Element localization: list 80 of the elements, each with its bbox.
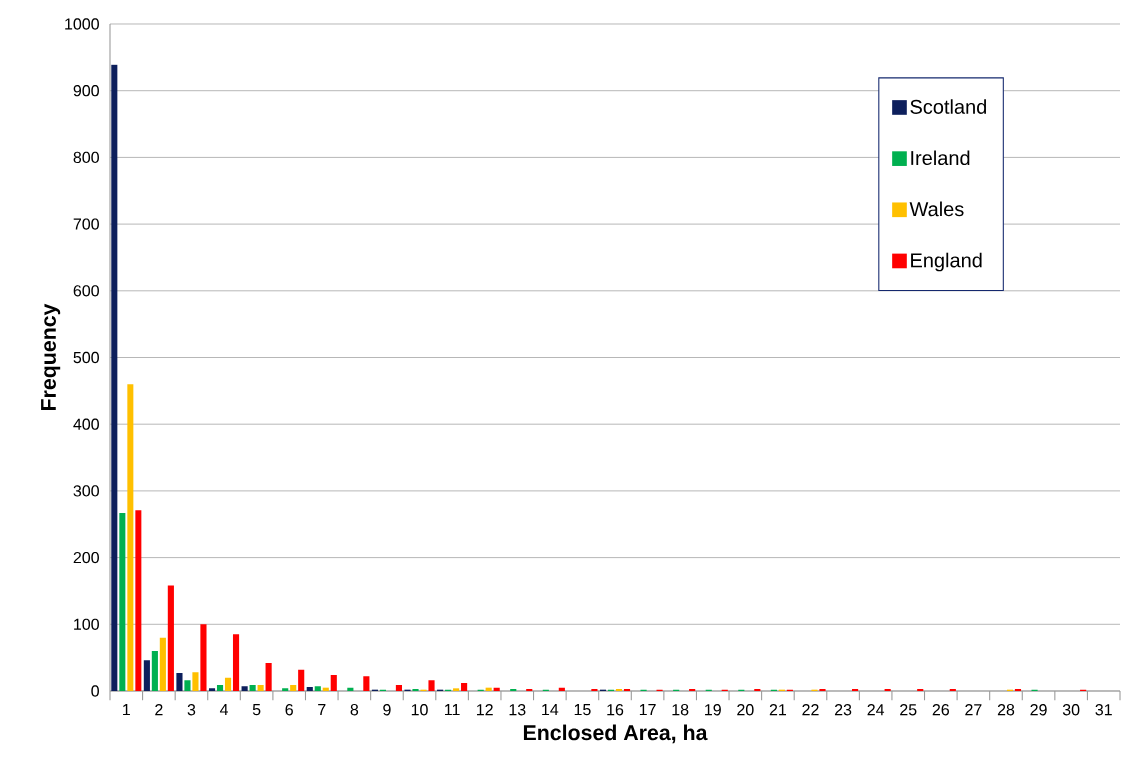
bar	[290, 685, 297, 691]
x-tick-label: 25	[900, 704, 917, 716]
x-tick-label: 10	[411, 704, 428, 716]
x-tick-label: 13	[509, 704, 526, 716]
bar	[232, 634, 240, 691]
legend-label: England	[911, 252, 982, 272]
bar	[347, 687, 354, 691]
bar	[241, 686, 248, 691]
x-tick-label: 27	[965, 704, 982, 716]
x-tick-label: 21	[769, 704, 787, 716]
bar	[257, 685, 264, 691]
x-tick-label: 26	[932, 704, 950, 716]
x-tick-label: 3	[187, 704, 196, 716]
bar	[558, 687, 565, 691]
bar	[208, 688, 216, 691]
y-tick-label: 800	[73, 151, 99, 164]
bar	[184, 680, 191, 691]
bar	[330, 674, 337, 691]
bar	[395, 685, 403, 691]
x-tick-label: 18	[672, 704, 689, 716]
bar	[298, 669, 305, 691]
bar	[306, 687, 313, 691]
y-tick-label: 200	[73, 551, 99, 564]
y-tick-label: 900	[73, 85, 99, 97]
x-tick-label: 30	[1062, 704, 1080, 716]
bar	[167, 585, 174, 691]
x-tick-label: 28	[997, 704, 1015, 716]
bar	[216, 685, 224, 691]
x-tick-label: 19	[705, 704, 721, 716]
x-tick-label: 4	[219, 704, 229, 716]
x-tick-label: 24	[867, 704, 885, 716]
legend-label: Ireland	[911, 150, 970, 166]
bar	[428, 680, 435, 691]
y-tick-label: 0	[91, 685, 99, 697]
bar	[151, 650, 158, 691]
bar	[143, 660, 150, 691]
x-tick-label: 11	[445, 704, 460, 716]
bar	[493, 687, 500, 691]
legend-label: Scotland	[910, 99, 987, 114]
x-tick-label: 8	[350, 704, 359, 716]
x-tick-label: 29	[1030, 704, 1047, 716]
x-tick-label: 1	[123, 704, 130, 716]
x-tick-label: 14	[542, 704, 559, 716]
x-tick-label: 31	[1095, 704, 1112, 716]
x-tick-label: 20	[737, 704, 754, 716]
x-tick-label: 17	[639, 704, 656, 716]
bar	[322, 687, 329, 691]
x-tick-label: 5	[252, 704, 261, 716]
y-tick-label: 700	[73, 218, 99, 230]
x-tick-label: 2	[155, 704, 163, 716]
y-tick-label: 500	[73, 351, 99, 364]
y-tick-label: 300	[73, 485, 99, 497]
bar	[200, 624, 207, 691]
y-tick-label: 1000	[65, 18, 99, 30]
bar	[176, 672, 183, 691]
bar	[363, 676, 370, 691]
x-tick-label: 9	[383, 704, 391, 716]
y-axis-title: Frequency	[41, 303, 61, 411]
bar	[282, 688, 289, 691]
x-tick-label: 16	[607, 704, 624, 716]
x-tick-label: 15	[574, 704, 591, 716]
x-tick-label: 23	[834, 704, 852, 716]
bar	[192, 672, 199, 691]
bar	[265, 662, 272, 691]
bar	[453, 688, 460, 691]
x-tick-label: 22	[802, 704, 819, 716]
legend-label: Wales	[909, 201, 964, 217]
x-axis-title: Enclosed Area, ha	[523, 724, 708, 744]
y-tick-label: 100	[74, 618, 99, 630]
x-tick-label: 6	[285, 704, 293, 716]
bar	[314, 686, 321, 691]
bar	[485, 687, 492, 691]
bar	[159, 637, 166, 691]
bar	[249, 685, 256, 691]
y-tick-label: 600	[73, 285, 99, 297]
y-tick-label: 400	[73, 418, 99, 430]
x-tick-label: 12	[476, 704, 493, 716]
bar	[224, 677, 232, 691]
bar	[461, 683, 468, 691]
x-tick-label: 7	[318, 704, 326, 716]
